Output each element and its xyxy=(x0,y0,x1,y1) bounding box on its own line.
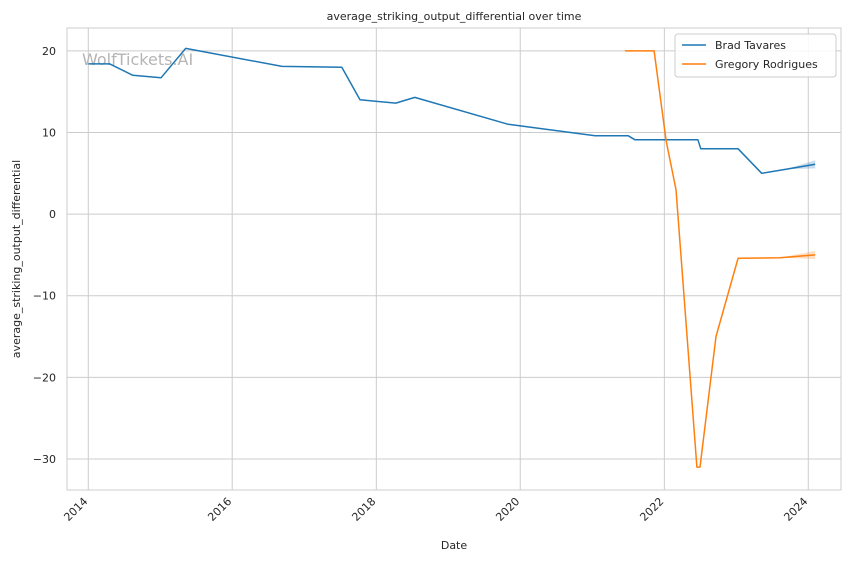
y-tick-label: −30 xyxy=(33,453,56,466)
y-axis-label: average_striking_output_differential xyxy=(10,160,23,358)
legend-label-brad-tavares: Brad Tavares xyxy=(715,39,786,52)
series-lines xyxy=(88,47,816,468)
legend-frame xyxy=(674,33,837,78)
y-tick-label: −20 xyxy=(33,371,56,384)
x-axis-label: Date xyxy=(441,539,468,552)
plot-area-frame xyxy=(66,27,842,491)
y-tick-label: 10 xyxy=(42,126,56,139)
series-brad-tavares-line xyxy=(88,47,816,175)
y-tick-label: 20 xyxy=(42,45,56,58)
series-gregory-rodrigues-line xyxy=(624,50,816,468)
legend: Brad Tavares Gregory Rodrigues xyxy=(674,33,837,78)
y-tick-label: −10 xyxy=(33,290,56,303)
y-tick-label: 0 xyxy=(49,208,56,221)
legend-label-gregory-rodrigues: Gregory Rodrigues xyxy=(715,58,818,71)
chart-title: average_striking_output_differential ove… xyxy=(327,10,582,23)
series-brad-tavares-confidence-band xyxy=(785,160,816,170)
